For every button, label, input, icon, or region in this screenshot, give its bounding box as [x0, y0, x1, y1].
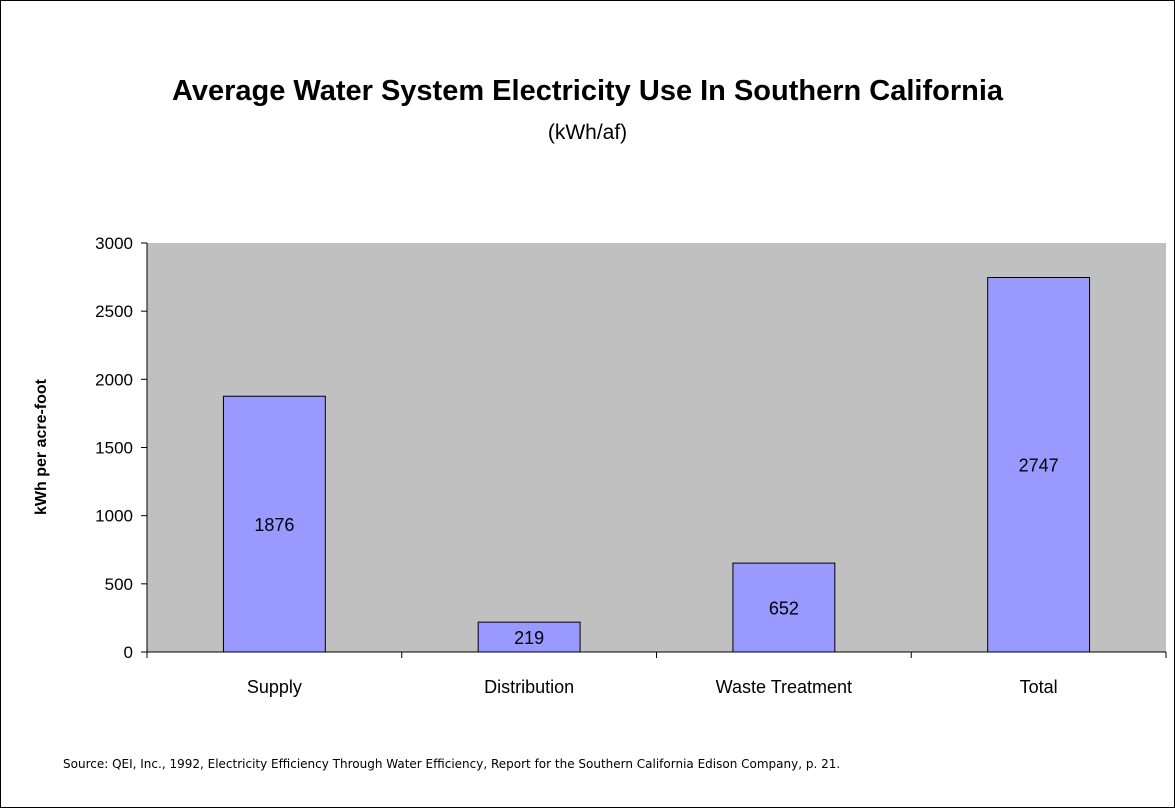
labels: 0 500 1000 1500 2000 2500 3000 1876 Supply 219 Dis… — [95, 234, 1058, 697]
y-tick-label: 1500 — [95, 439, 133, 458]
x-tick-label: Total — [1020, 677, 1058, 697]
data-label: 1876 — [254, 515, 294, 535]
y-tick-label: 1000 — [95, 507, 133, 526]
x-tick-label: Supply — [247, 677, 302, 697]
data-label: 652 — [769, 599, 799, 619]
y-tick-label: 2500 — [95, 302, 133, 321]
data-label: 219 — [514, 628, 544, 648]
chart-subtitle: (kWh/af) — [547, 121, 628, 144]
bar-waste-treatment — [732, 562, 836, 653]
y-tick-label: 3000 — [95, 234, 133, 253]
bar-supply — [222, 395, 326, 653]
data-label: 2747 — [1019, 456, 1059, 476]
bars — [222, 276, 1091, 653]
bar-distribution — [477, 621, 581, 653]
y-axis-label: kWh per acre-foot — [33, 378, 50, 515]
bar-total — [987, 276, 1091, 653]
source-note: Source: QEI, Inc., 1992, Electricity Eff… — [63, 757, 841, 771]
y-tick-label: 0 — [124, 643, 133, 662]
y-tick-label: 2000 — [95, 370, 133, 389]
y-tick-label: 500 — [105, 575, 133, 594]
x-tick-label: Distribution — [484, 677, 574, 697]
x-tick-label: Waste Treatment — [716, 677, 852, 697]
chart-title: Average Water System Electricity Use In … — [171, 75, 1004, 107]
